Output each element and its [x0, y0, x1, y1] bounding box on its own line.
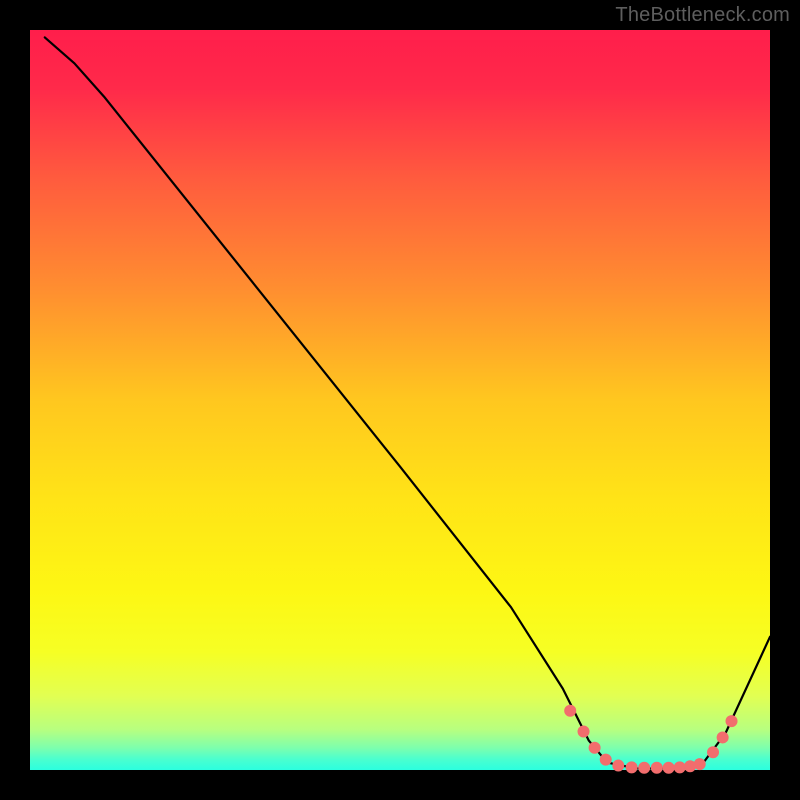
curve-marker	[651, 762, 663, 774]
curve-marker	[600, 754, 612, 766]
watermark-text: TheBottleneck.com	[615, 4, 790, 27]
plot-gradient	[30, 30, 770, 770]
curve-marker	[663, 762, 675, 774]
curve-marker	[694, 758, 706, 770]
curve-marker	[626, 761, 638, 773]
curve-marker	[707, 746, 719, 758]
curve-marker	[726, 715, 738, 727]
curve-marker	[589, 742, 601, 754]
curve-marker	[717, 731, 729, 743]
curve-marker	[578, 726, 590, 738]
chart-container: TheBottleneck.com	[0, 0, 800, 800]
curve-marker	[564, 705, 576, 717]
gradient-curve-chart	[0, 0, 800, 800]
curve-marker	[638, 762, 650, 774]
curve-marker	[612, 760, 624, 772]
curve-marker	[674, 761, 686, 773]
